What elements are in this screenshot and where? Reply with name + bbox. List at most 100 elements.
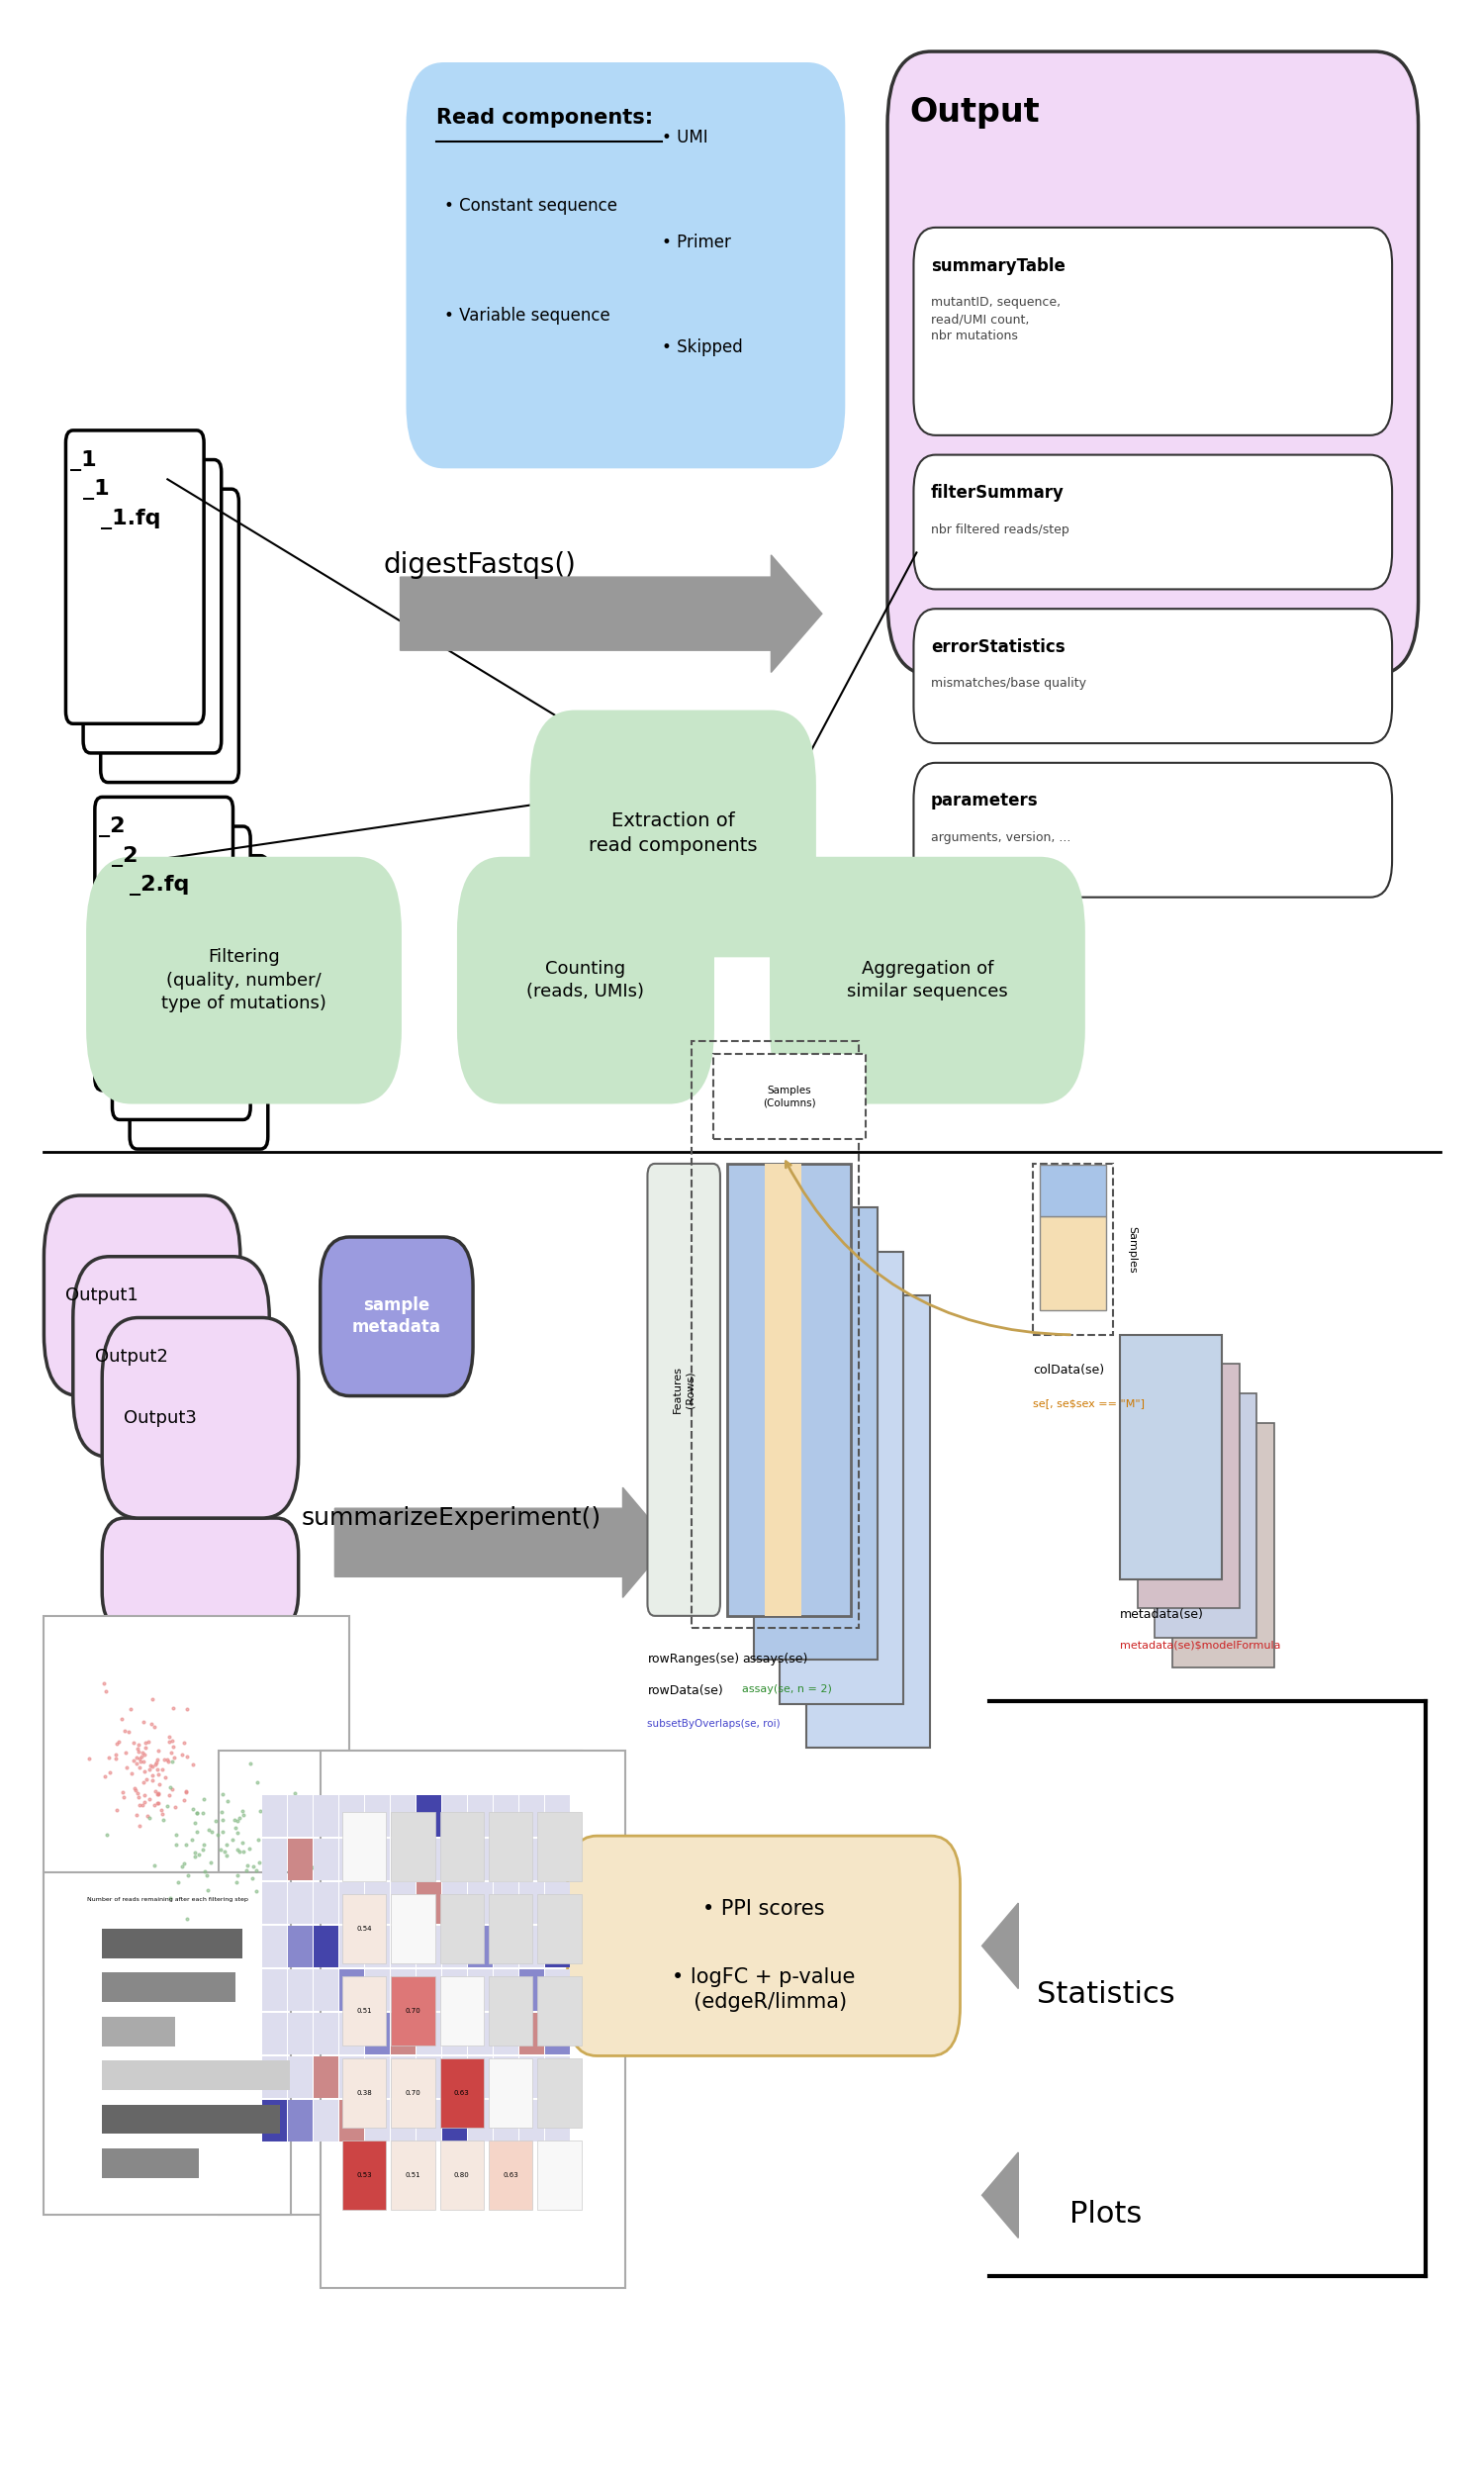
Bar bbox=[263, 1883, 286, 1925]
Text: 0.51: 0.51 bbox=[356, 2009, 372, 2014]
FancyArrow shape bbox=[982, 2152, 1018, 2239]
FancyBboxPatch shape bbox=[567, 1836, 960, 2056]
FancyBboxPatch shape bbox=[712, 1054, 865, 1138]
Point bbox=[200, 1811, 224, 1851]
Point bbox=[211, 1799, 234, 1838]
Bar bbox=[390, 2058, 435, 2128]
FancyBboxPatch shape bbox=[459, 858, 712, 1103]
Point bbox=[122, 1722, 145, 1761]
Point bbox=[126, 1774, 150, 1813]
Text: _2.fq: _2.fq bbox=[129, 876, 190, 896]
Bar bbox=[263, 2100, 286, 2142]
Bar bbox=[313, 2014, 338, 2053]
Point bbox=[165, 1823, 188, 1863]
FancyBboxPatch shape bbox=[101, 490, 239, 782]
Text: • logFC + p-value
  (edgeR/limma): • logFC + p-value (edgeR/limma) bbox=[672, 1967, 855, 2011]
Text: rowData(se): rowData(se) bbox=[647, 1685, 723, 1697]
Point bbox=[224, 1863, 248, 1903]
FancyBboxPatch shape bbox=[806, 1296, 929, 1747]
Point bbox=[125, 1737, 148, 1776]
Point bbox=[166, 1863, 190, 1903]
Point bbox=[132, 1761, 156, 1801]
Bar bbox=[288, 2056, 312, 2098]
Bar bbox=[102, 2150, 199, 2177]
Point bbox=[145, 1784, 169, 1823]
Point bbox=[110, 1771, 134, 1811]
Bar bbox=[494, 1925, 518, 1967]
Bar bbox=[390, 2014, 416, 2053]
Point bbox=[147, 1732, 171, 1771]
Point bbox=[165, 1816, 188, 1856]
Point bbox=[157, 1766, 181, 1806]
Point bbox=[209, 1791, 233, 1831]
Text: rowRanges(se): rowRanges(se) bbox=[647, 1653, 739, 1665]
Point bbox=[227, 1799, 251, 1838]
Text: Number of reads remaining after each filtering step: Number of reads remaining after each fil… bbox=[88, 1898, 248, 1903]
Point bbox=[145, 1739, 169, 1779]
Bar bbox=[417, 1969, 441, 2011]
Point bbox=[229, 1833, 252, 1873]
Point bbox=[142, 1784, 166, 1823]
Point bbox=[144, 1742, 168, 1781]
Text: • Variable sequence: • Variable sequence bbox=[444, 307, 610, 324]
Point bbox=[117, 1712, 141, 1752]
Bar bbox=[545, 2100, 570, 2142]
Bar bbox=[439, 2140, 484, 2209]
FancyBboxPatch shape bbox=[73, 1257, 270, 1457]
Text: • PPI scores: • PPI scores bbox=[703, 1900, 825, 1920]
Point bbox=[138, 1744, 162, 1784]
Point bbox=[128, 1747, 151, 1786]
Bar bbox=[519, 2100, 545, 2142]
Bar bbox=[288, 1925, 312, 1967]
Point bbox=[150, 1791, 174, 1831]
FancyBboxPatch shape bbox=[754, 1207, 877, 1660]
Text: _1: _1 bbox=[83, 480, 110, 500]
Text: errorStatistics: errorStatistics bbox=[930, 638, 1066, 656]
Text: filterSummary: filterSummary bbox=[930, 485, 1064, 502]
Bar bbox=[390, 2100, 416, 2142]
Text: metadata(se)$modelFormula: metadata(se)$modelFormula bbox=[1120, 1640, 1281, 1650]
Point bbox=[191, 1794, 215, 1833]
Point bbox=[301, 1848, 325, 1888]
Point bbox=[199, 1843, 223, 1883]
Point bbox=[242, 1846, 266, 1885]
FancyBboxPatch shape bbox=[1172, 1423, 1275, 1667]
Bar bbox=[442, 1925, 467, 1967]
Point bbox=[157, 1717, 181, 1757]
Point bbox=[186, 1794, 209, 1833]
Bar bbox=[365, 1796, 390, 1836]
Bar bbox=[263, 2014, 286, 2053]
Bar bbox=[442, 1796, 467, 1836]
Point bbox=[141, 1747, 165, 1786]
FancyArrow shape bbox=[335, 1487, 669, 1598]
Point bbox=[126, 1729, 150, 1769]
Point bbox=[135, 1759, 159, 1799]
FancyBboxPatch shape bbox=[764, 1163, 801, 1616]
Bar bbox=[545, 1883, 570, 1925]
Point bbox=[141, 1680, 165, 1719]
Point bbox=[181, 1789, 205, 1828]
Bar bbox=[288, 1883, 312, 1925]
Bar bbox=[313, 1883, 338, 1925]
Text: summarizeExperiment(): summarizeExperiment() bbox=[301, 1507, 601, 1529]
Bar bbox=[494, 1796, 518, 1836]
Point bbox=[147, 1764, 171, 1804]
Bar bbox=[537, 1811, 582, 1880]
Bar bbox=[519, 2056, 545, 2098]
Bar bbox=[288, 2014, 312, 2053]
Point bbox=[234, 1846, 258, 1885]
Bar bbox=[102, 1930, 242, 1957]
Point bbox=[159, 1878, 183, 1917]
Point bbox=[159, 1732, 183, 1771]
Text: _2: _2 bbox=[113, 846, 138, 866]
Text: assay(se, n = 2): assay(se, n = 2) bbox=[742, 1685, 833, 1695]
Point bbox=[183, 1833, 206, 1873]
Bar bbox=[442, 1969, 467, 2011]
Bar bbox=[288, 1969, 312, 2011]
Point bbox=[132, 1734, 156, 1774]
Point bbox=[105, 1724, 129, 1764]
Point bbox=[142, 1846, 166, 1885]
Bar bbox=[263, 1925, 286, 1967]
Bar bbox=[340, 1925, 364, 1967]
Point bbox=[134, 1727, 157, 1766]
